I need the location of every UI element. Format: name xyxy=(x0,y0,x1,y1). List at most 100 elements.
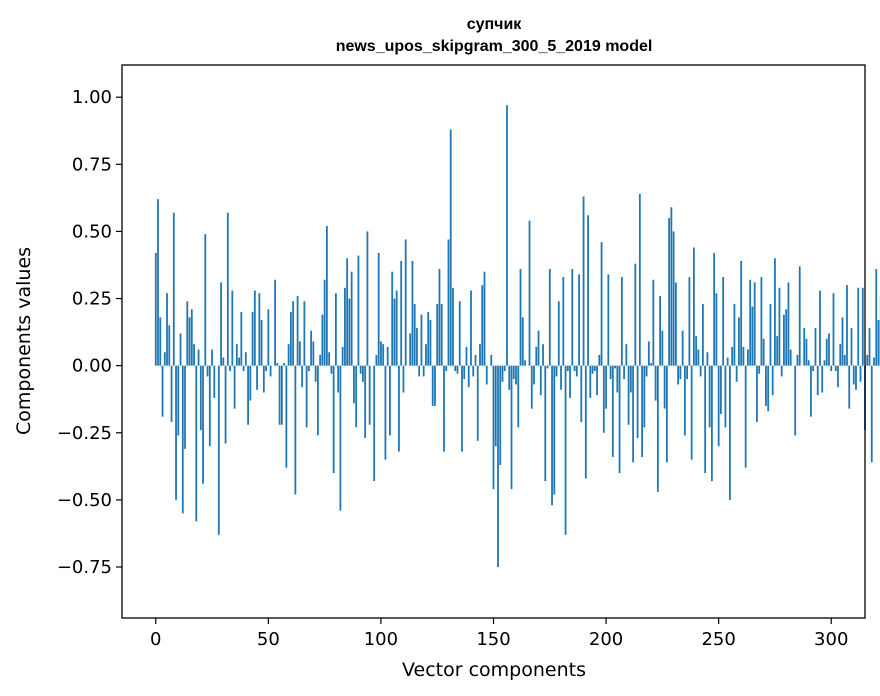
bar xyxy=(490,354,493,366)
y-tick-label: −0.50 xyxy=(57,490,112,511)
bar xyxy=(593,365,596,372)
bar xyxy=(425,344,427,366)
bar xyxy=(357,255,360,366)
bar xyxy=(823,360,826,366)
bar-series xyxy=(154,105,880,567)
bar xyxy=(681,330,684,366)
bar xyxy=(706,352,709,366)
bar xyxy=(436,303,439,366)
bar xyxy=(168,325,171,366)
bar xyxy=(846,285,848,366)
bar xyxy=(632,365,634,463)
bar xyxy=(528,220,531,366)
bar xyxy=(661,330,664,366)
bar xyxy=(170,365,173,423)
bar xyxy=(411,260,414,366)
bar xyxy=(776,336,779,366)
bar xyxy=(341,346,344,366)
bar xyxy=(803,328,806,366)
bar xyxy=(690,365,693,460)
bar xyxy=(616,365,619,393)
bar xyxy=(278,365,281,425)
bar xyxy=(578,274,580,366)
x-axis-label: Vector components xyxy=(402,659,586,681)
bar xyxy=(265,365,267,372)
bar xyxy=(181,365,184,514)
bar xyxy=(499,365,502,465)
bar xyxy=(184,365,186,449)
plot-area-frame xyxy=(121,64,866,619)
bar xyxy=(274,279,276,366)
bar xyxy=(213,365,216,398)
bar xyxy=(623,365,625,380)
bar xyxy=(839,344,842,366)
x-tick-label: 200 xyxy=(589,629,623,650)
bar xyxy=(323,279,326,366)
x-tick-label: 150 xyxy=(476,629,510,650)
bar xyxy=(798,266,801,366)
bar xyxy=(544,365,547,482)
bar xyxy=(722,277,725,366)
bar xyxy=(292,301,295,366)
bar xyxy=(828,333,830,366)
bar xyxy=(650,362,653,366)
bar xyxy=(704,365,707,474)
bar xyxy=(575,365,578,377)
bar xyxy=(463,365,466,380)
bar xyxy=(652,279,655,366)
bar xyxy=(731,346,734,366)
bar xyxy=(774,258,776,366)
bar xyxy=(226,212,229,366)
bar xyxy=(765,365,767,406)
bar xyxy=(674,282,677,366)
bar xyxy=(503,365,506,372)
bar xyxy=(744,365,747,468)
bar xyxy=(449,129,452,366)
bar xyxy=(217,365,220,535)
bar xyxy=(855,365,857,390)
bar xyxy=(812,365,815,372)
bar xyxy=(204,234,207,366)
bar xyxy=(672,231,675,366)
chart-subtitle: news_upos_skipgram_300_5_2019 model xyxy=(336,38,653,55)
bar xyxy=(668,218,671,366)
bar xyxy=(512,365,515,380)
bar xyxy=(479,344,481,366)
bar xyxy=(325,226,328,366)
x-axis-ticks: 0 50 100 150 200 250 300 xyxy=(150,618,848,650)
bar xyxy=(589,365,592,398)
bar xyxy=(314,365,317,382)
bar xyxy=(206,365,209,377)
bar xyxy=(611,365,614,457)
bar xyxy=(609,365,612,380)
bar xyxy=(713,252,716,366)
bar xyxy=(229,365,231,372)
bar xyxy=(497,365,499,567)
bar xyxy=(296,295,299,366)
bar xyxy=(873,357,875,366)
bar xyxy=(506,105,508,366)
bar xyxy=(240,311,243,366)
bar xyxy=(458,301,461,366)
bar xyxy=(564,365,567,535)
bar xyxy=(382,344,385,366)
bar xyxy=(186,301,189,366)
bar xyxy=(391,271,394,366)
bar xyxy=(539,365,542,396)
bar xyxy=(566,365,569,372)
bar xyxy=(262,365,265,393)
bar xyxy=(334,293,337,366)
bar xyxy=(747,349,749,366)
bar xyxy=(256,365,258,390)
bar xyxy=(474,354,477,366)
bar xyxy=(656,365,659,492)
bar xyxy=(197,349,200,366)
bar xyxy=(328,352,331,366)
bar xyxy=(375,354,378,366)
bar xyxy=(686,365,689,380)
bar xyxy=(434,365,436,406)
bar xyxy=(843,354,846,366)
bar xyxy=(249,365,252,401)
bar xyxy=(733,303,736,366)
